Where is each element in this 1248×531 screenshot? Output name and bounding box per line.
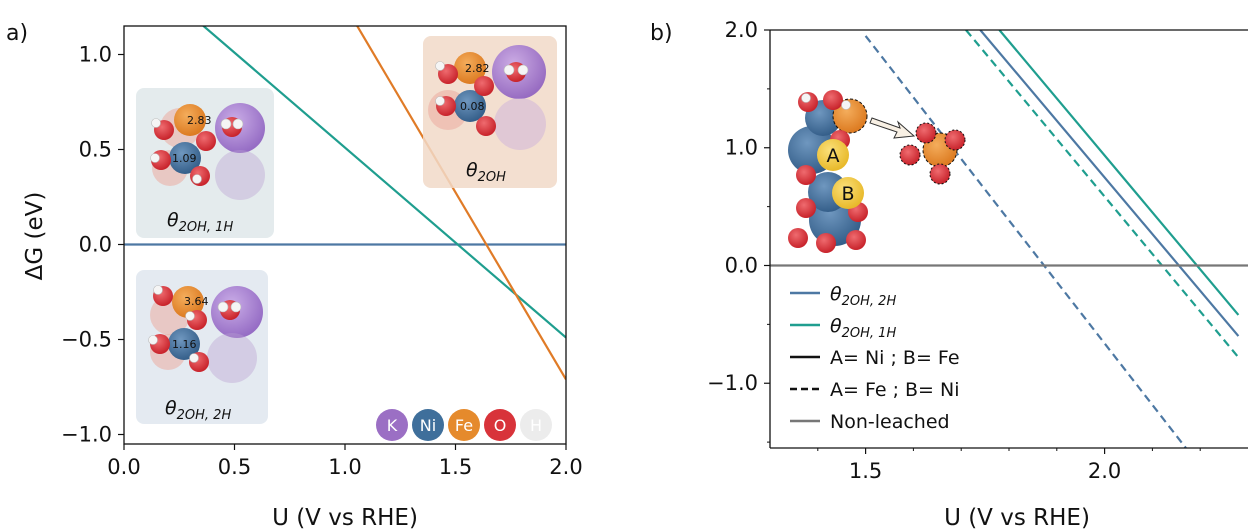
- inset-a1-label: θ2OH, 1H: [167, 209, 233, 235]
- legend-label: Non-leached: [830, 411, 950, 433]
- x-tick-label: 2.0: [549, 455, 582, 479]
- y-tick-label: 2.0: [725, 18, 758, 42]
- legend-label: θ2OH, 1H: [830, 315, 896, 341]
- x-tick-label: 0.5: [218, 455, 251, 479]
- panel-b-ticks: 1.5 2.0 −1.0 0.0 1.0 2.0: [707, 18, 1201, 483]
- panel-b-lines: [770, 30, 1248, 448]
- series-line-1-1: [998, 30, 1240, 316]
- series-line-0-2: [355, 26, 566, 380]
- atom-legend-label: O: [494, 416, 507, 435]
- atom-fe-icon: [448, 409, 480, 441]
- inset-a3-value-bottom: 1.16: [172, 338, 197, 351]
- panel-b-legend: θ2OH, 2H θ2OH, 1H A= Ni ; B= Fe A= Fe ; B= …: [790, 283, 960, 433]
- inset-a1-value-top: 2.83: [187, 114, 212, 127]
- y-tick-label: 0.0: [79, 233, 112, 257]
- x-tick-label: 1.0: [328, 455, 361, 479]
- panel-b-xlabel: U (V vs RHE): [944, 505, 1090, 531]
- panel-a-xlabel: U (V vs RHE): [272, 505, 418, 531]
- panel-b: A B θ2OH, 2H θ2OH, 1H A= Ni ; B= Fe A= Fe ;…: [707, 18, 1248, 531]
- leaching-arrow-icon: [869, 117, 916, 139]
- x-tick-label: 0.0: [107, 455, 140, 479]
- x-tick-label: 1.5: [849, 459, 882, 483]
- inset-a2-value-bottom: 0.08: [460, 100, 485, 113]
- panel-label-b: b): [650, 21, 673, 46]
- y-tick-label: 0.0: [725, 253, 758, 277]
- panel-a-lines: [124, 26, 566, 380]
- atom-legend-label: Fe: [455, 416, 473, 435]
- inset-b-label-a: A: [827, 145, 840, 167]
- atom-color-legend: K Ni Fe O H: [376, 409, 552, 441]
- panel-a-ylabel: ΔG (eV): [22, 192, 48, 281]
- y-tick-label: −0.5: [61, 328, 112, 352]
- inset-b-label-b: B: [841, 183, 854, 205]
- y-tick-label: 1.0: [725, 136, 758, 160]
- inset-a3-label: θ2OH, 2H: [165, 397, 231, 423]
- series-line-1-2: [864, 35, 1187, 448]
- inset-theta-2oh-1h: 2.83 1.09 θ2OH, 1H: [136, 88, 274, 238]
- atom-legend-label: K: [387, 416, 398, 435]
- panel-label-a: a): [6, 21, 28, 46]
- y-tick-label: 0.5: [79, 138, 112, 162]
- atom-ni-icon: [412, 409, 444, 441]
- inset-a2-label: θ2OH: [466, 159, 506, 185]
- atom-legend-label: H: [530, 416, 542, 435]
- inset-theta-2oh: 2.82 0.08 θ2OH: [423, 36, 557, 188]
- inset-a2-value-top: 2.82: [465, 62, 490, 75]
- atom-k-icon: [376, 409, 408, 441]
- legend-label: A= Ni ; B= Fe: [830, 347, 960, 369]
- series-line-0-1: [201, 26, 566, 339]
- inset-a1-value-bottom: 1.09: [172, 152, 197, 165]
- panel-a-ticks: 0.0 0.5 1.0 1.5 2.0 −1.0 −0.5 0.0 0.5 1.0: [61, 43, 583, 480]
- series-line-1-3: [965, 30, 1240, 359]
- y-tick-label: −1.0: [61, 423, 112, 447]
- inset-a3-value-top: 3.64: [184, 295, 209, 308]
- atom-legend-label: Ni: [420, 416, 436, 435]
- x-tick-label: 2.0: [1088, 459, 1121, 483]
- legend-label: θ2OH, 2H: [830, 283, 896, 309]
- x-tick-label: 1.5: [439, 455, 472, 479]
- y-tick-label: 1.0: [79, 43, 112, 67]
- legend-label: A= Fe ; B= Ni: [830, 379, 960, 401]
- series-line-1-0: [979, 30, 1240, 337]
- y-tick-label: −1.0: [707, 371, 758, 395]
- atom-h-icon: [520, 409, 552, 441]
- inset-b-structure: A B: [788, 90, 966, 253]
- atom-o-icon: [484, 409, 516, 441]
- inset-theta-2oh-2h: 3.64 1.16 θ2OH, 2H: [136, 270, 268, 424]
- panel-a: 2.83 1.09 θ2OH, 1H 2.82 0.08 θ2OH: [22, 25, 583, 531]
